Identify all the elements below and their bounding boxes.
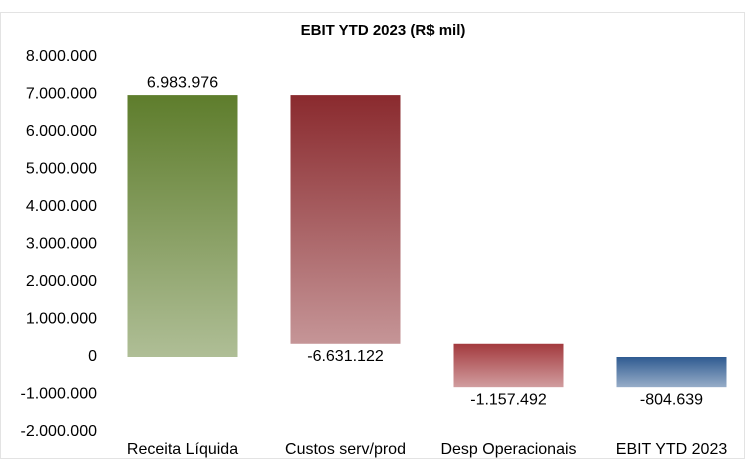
y-tick-label: 4.000.000: [26, 198, 97, 215]
y-tick-label: 8.000.000: [26, 48, 97, 65]
bar: [616, 357, 727, 388]
value-label: -804.639: [640, 391, 703, 408]
y-tick-label: 0: [88, 348, 97, 365]
x-tick-label: Receita Líquida: [127, 441, 238, 458]
value-label: -6.631.122: [307, 348, 384, 365]
bar: [453, 343, 564, 388]
y-tick-label: 3.000.000: [26, 236, 97, 253]
value-label: -1.157.492: [470, 391, 547, 408]
bar: [290, 95, 401, 344]
y-tick-label: 1.000.000: [26, 311, 97, 328]
y-tick-label: -1.000.000: [20, 386, 97, 403]
x-tick-label: EBIT YTD 2023: [616, 441, 728, 458]
y-tick-label: 6.000.000: [26, 123, 97, 140]
bar: [127, 95, 238, 358]
y-tick-label: -2.000.000: [20, 423, 97, 440]
y-tick-label: 2.000.000: [26, 273, 97, 290]
y-tick-label: 5.000.000: [26, 161, 97, 178]
y-tick-label: 7.000.000: [26, 86, 97, 103]
value-label: 6.983.976: [147, 74, 218, 91]
chart-title: EBIT YTD 2023 (R$ mil): [301, 22, 466, 39]
x-tick-label: Desp Operacionais: [440, 441, 576, 458]
x-tick-label: Custos serv/prod: [285, 441, 406, 458]
